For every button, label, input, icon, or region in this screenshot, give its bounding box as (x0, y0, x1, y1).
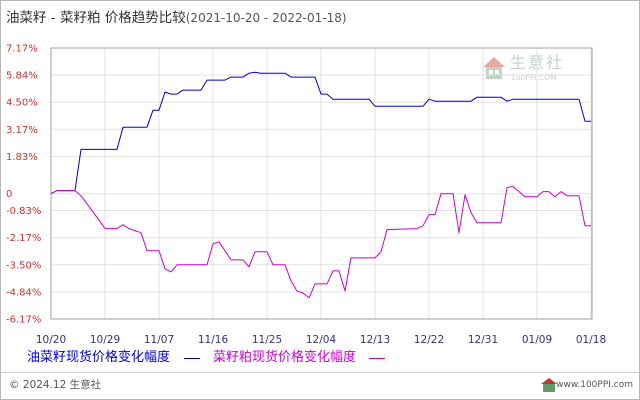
chart-title: 油菜籽 - 菜籽粕 价格趋势比较(2021-10-20 - 2022-01-18… (6, 10, 347, 26)
watermark-site: 100PPI.COM (511, 73, 557, 82)
y-tick-label: 5.84% (6, 71, 38, 82)
watermark-brand: 生意社 (510, 53, 565, 72)
series-line-rapeseed (50, 71, 591, 195)
x-tick-label: 10/29 (90, 334, 120, 346)
x-tick-label: 01/09 (522, 334, 552, 346)
y-tick-label: 7.17% (6, 44, 38, 55)
plot-border (50, 47, 593, 320)
x-tick-label: 12/13 (360, 334, 390, 346)
y-tick-label: -3.50% (6, 260, 41, 271)
y-tick-label: 3.17% (6, 125, 38, 136)
y-tick-label: 0 (6, 189, 12, 200)
legend-swatch-rapeseed-meal (369, 358, 385, 359)
x-tick-label: 12/22 (414, 334, 444, 346)
legend-label-rapeseed: 油菜籽现货价格变化幅度 (27, 350, 171, 365)
footer-site: www.100PPI.com (556, 380, 633, 390)
watermark-logo: 生意社 100PPI.COM (482, 54, 578, 86)
chart-date-range: (2021-10-20 - 2022-01-18) (185, 11, 347, 25)
y-axis-labels: 7.17% 5.84% 4.50% 3.17% 1.83% 0 -0.83% -2.17% -3… (6, 44, 41, 326)
y-tick-label: 1.83% (6, 152, 38, 163)
y-tick-label: -6.17% (6, 315, 41, 326)
x-tick-label: 01/18 (576, 334, 606, 346)
y-tick-label: -4.84% (6, 288, 41, 299)
y-tick-label: 4.50% (6, 98, 38, 109)
site-logo-icon (541, 378, 557, 392)
x-tick-label: 11/16 (198, 334, 229, 346)
legend-label-rapeseed-meal: 菜籽粕现货价格变化幅度 (213, 350, 357, 365)
series-line-rapeseed-meal (50, 186, 591, 299)
gridlines (50, 47, 592, 320)
x-tick-label: 11/25 (252, 334, 282, 346)
footer-divider (1, 372, 639, 373)
x-axis-labels: 10/20 10/29 11/07 11/16 11/25 12/04 12/13 12/22… (36, 334, 606, 346)
x-tick-label: 12/31 (468, 334, 498, 346)
legend-swatch-rapeseed (184, 358, 200, 359)
x-tick-label: 11/07 (144, 334, 174, 346)
x-tick-label: 10/20 (36, 334, 66, 346)
chart-title-text: 油菜籽 - 菜籽粕 价格趋势比较 (6, 10, 186, 26)
y-tick-label: -2.17% (6, 233, 41, 244)
footer-copyright: © 2024.12 生意社 (9, 379, 102, 391)
house-logo-icon (483, 57, 505, 79)
x-tick-label: 12/04 (306, 334, 337, 346)
y-tick-label: -0.83% (6, 206, 41, 217)
